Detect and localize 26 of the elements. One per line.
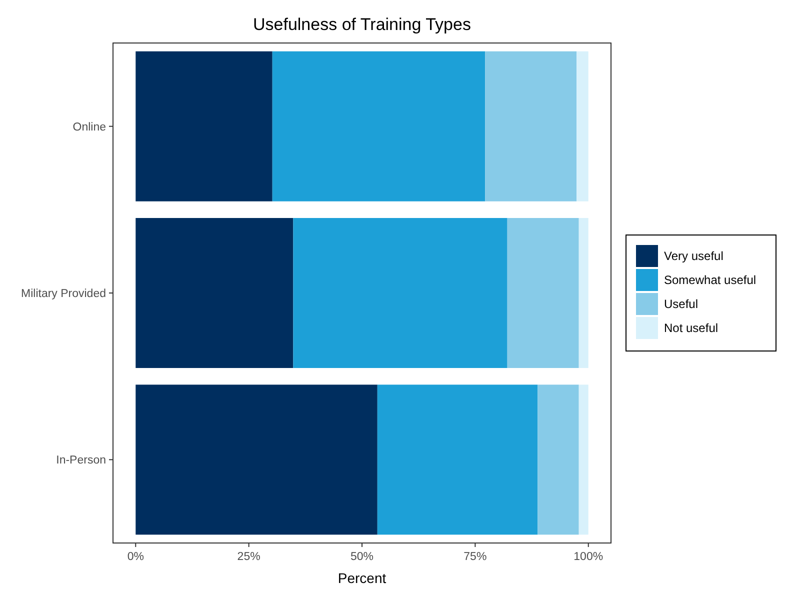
legend-label: Not useful (664, 321, 718, 336)
bar (538, 384, 579, 535)
bar (377, 384, 538, 535)
x-tick-label: 100% (574, 551, 604, 563)
chart-title: Usefulness of Training Types (253, 15, 471, 34)
bar (136, 218, 294, 368)
x-tick-label: 25% (237, 551, 260, 563)
bar (136, 384, 378, 535)
x-axis-title: Percent (338, 570, 386, 586)
bar (293, 218, 508, 368)
bar (485, 51, 577, 202)
legend-label: Very useful (664, 249, 724, 264)
bar (578, 384, 588, 535)
y-tick-label: In-Person (56, 454, 106, 467)
x-tick-label: 0% (127, 551, 144, 563)
x-tick-label: 75% (464, 551, 487, 563)
bar (578, 218, 588, 368)
x-tick-label: 50% (350, 551, 374, 563)
bar (507, 218, 579, 368)
legend-label: Somewhat useful (664, 273, 756, 288)
bar (272, 51, 486, 202)
bar (576, 51, 588, 202)
legend-label: Useful (664, 297, 698, 312)
y-tick-label: Military Provided (21, 288, 106, 300)
y-tick-label: Online (72, 121, 106, 134)
bar (136, 51, 272, 202)
